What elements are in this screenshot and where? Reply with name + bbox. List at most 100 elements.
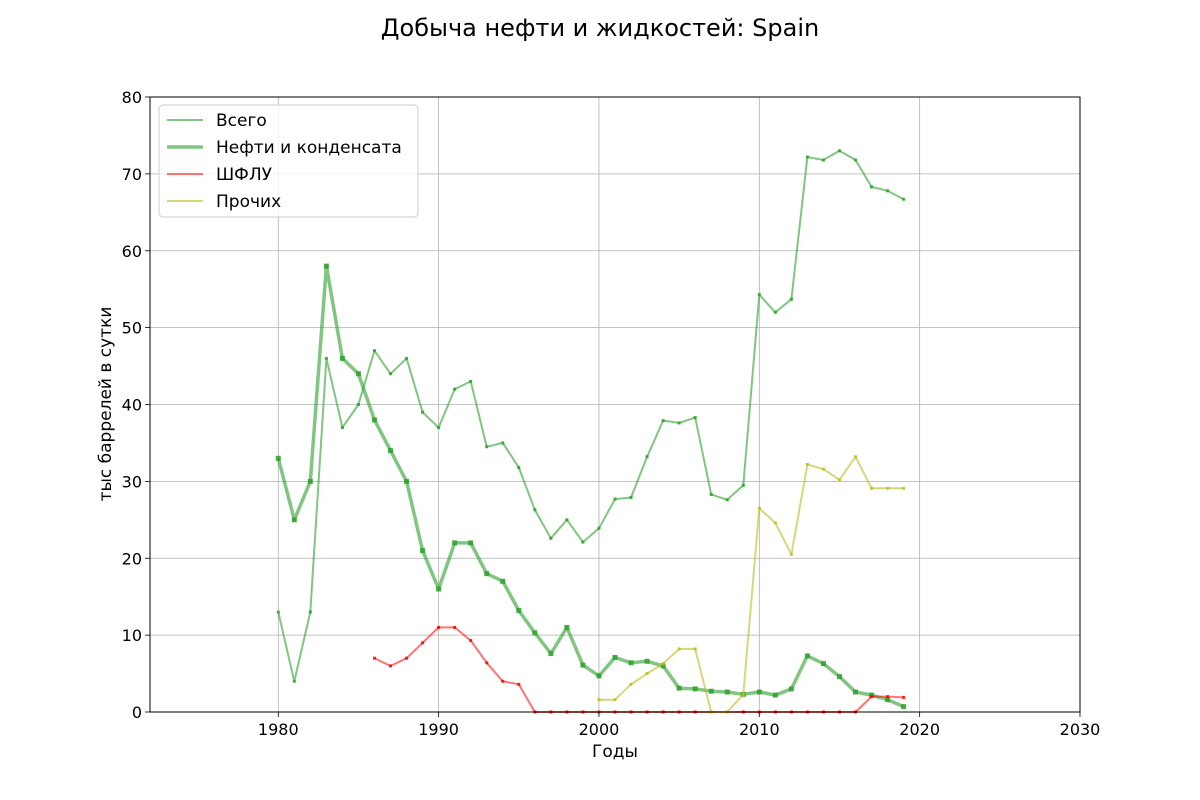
x-tick-label: 2030: [1060, 720, 1101, 739]
data-point: [821, 467, 825, 471]
data-point: [581, 540, 585, 544]
data-point: [324, 356, 328, 360]
data-point: [886, 486, 890, 490]
data-point: [292, 679, 296, 683]
data-point: [323, 263, 329, 269]
data-point: [597, 526, 601, 530]
data-point: [485, 445, 489, 449]
data-point: [340, 426, 344, 430]
data-point: [757, 506, 761, 510]
y-tick-label: 70: [122, 165, 142, 184]
legend-label: Всего: [216, 111, 267, 131]
data-point: [500, 578, 506, 584]
data-point: [468, 540, 474, 546]
x-tick-label: 2000: [579, 720, 620, 739]
data-point: [676, 685, 682, 691]
data-point: [902, 486, 906, 490]
data-point: [693, 647, 697, 651]
data-point: [371, 417, 377, 423]
y-tick-label: 40: [122, 396, 142, 415]
data-point: [485, 661, 489, 665]
data-point: [533, 508, 537, 512]
y-tick-label: 50: [122, 319, 142, 338]
legend-box: [158, 104, 419, 218]
data-point: [291, 517, 297, 523]
data-point: [902, 695, 906, 699]
y-tick-label: 10: [122, 626, 142, 645]
data-point: [628, 660, 634, 666]
data-point: [389, 372, 393, 376]
x-axis-label: Годы: [592, 742, 638, 762]
data-point: [870, 185, 874, 189]
data-point: [339, 355, 345, 361]
data-point: [307, 478, 313, 484]
data-point: [372, 656, 376, 660]
data-point: [484, 571, 490, 577]
data-point: [870, 486, 874, 490]
data-point: [613, 497, 617, 501]
data-point: [854, 158, 858, 162]
data-point: [421, 641, 425, 645]
series-line: [599, 455, 904, 713]
series-line: [276, 264, 905, 709]
data-point: [788, 686, 794, 692]
data-point: [741, 692, 745, 696]
data-point: [773, 310, 777, 314]
data-point: [902, 197, 906, 201]
series-2: [275, 263, 907, 710]
data-point: [693, 416, 697, 420]
chart-title: Добыча нефти и жидкостей: Spain: [381, 14, 819, 42]
y-tick-label: 60: [122, 242, 142, 261]
data-point: [804, 653, 810, 659]
data-point: [789, 297, 793, 301]
legend-label: Прочих: [216, 192, 281, 212]
data-point: [644, 658, 650, 664]
plot-frame: [149, 96, 1081, 713]
data-point: [661, 419, 665, 423]
data-point: [436, 586, 442, 592]
x-tick-label: 2020: [899, 720, 940, 739]
data-point: [660, 663, 666, 669]
y-tick-label: 80: [122, 88, 142, 107]
data-point: [548, 651, 554, 657]
data-point: [356, 403, 360, 406]
data-point: [405, 356, 409, 360]
data-point: [836, 674, 842, 680]
data-point: [532, 630, 538, 636]
axis-ticks: 1980 1990 2000 2010 2020 20300102030405060708…: [122, 88, 1101, 739]
data-point: [821, 158, 825, 162]
data-point: [886, 695, 890, 699]
data-point: [773, 521, 777, 525]
x-tick-label: 2010: [739, 720, 780, 739]
data-point: [437, 625, 441, 629]
data-point: [805, 462, 809, 466]
data-point: [517, 466, 521, 470]
data-point: [612, 654, 618, 660]
data-point: [452, 540, 458, 546]
data-point: [725, 498, 729, 502]
series-1: [276, 149, 906, 683]
data-point: [388, 448, 394, 454]
x-tick-label: 1980: [258, 720, 299, 739]
data-point: [372, 349, 376, 353]
data-point: [869, 692, 875, 698]
data-point: [661, 662, 665, 666]
data-point: [469, 639, 473, 643]
data-point: [275, 455, 281, 461]
data-point: [886, 189, 890, 193]
data-point: [453, 387, 457, 391]
data-point: [870, 695, 874, 699]
data-point: [692, 686, 698, 692]
data-point: [516, 608, 522, 614]
data-point: [355, 371, 361, 377]
data-point: [854, 455, 858, 459]
data-point: [820, 661, 826, 667]
data-point: [757, 293, 761, 297]
data-point: [709, 492, 713, 496]
x-tick-label: 1990: [418, 720, 459, 739]
data-point: [421, 410, 425, 414]
y-axis-label: тыс баррелей в сутки: [96, 307, 116, 502]
legend-label: Нефти и конденсата: [216, 138, 402, 158]
data-point: [677, 421, 681, 425]
